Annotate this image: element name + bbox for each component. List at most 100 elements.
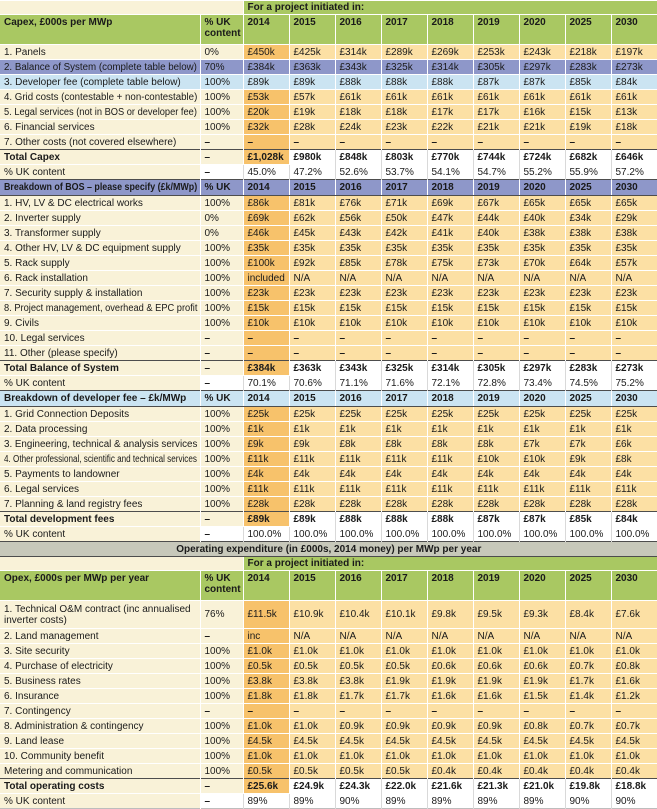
value-cell-2025: £1k — [565, 421, 612, 437]
uk-content-cell: 100% — [200, 688, 244, 704]
uk-content-cell: – — [200, 330, 244, 346]
value-cell-2017: 89% — [381, 793, 428, 809]
capex-row: 4. Grid costs (contestable + non-contest… — [0, 89, 657, 105]
bos-section-title: Breakdown of BOS – please specify (£k/MW… — [0, 179, 201, 196]
value-cell-2017: £1.0k — [381, 748, 428, 764]
value-cell-2015: £1k — [289, 421, 336, 437]
year-header-2018: 2018 — [427, 570, 474, 601]
value-cell-2025: 74.5% — [565, 375, 612, 391]
year-header-2014: 2014 — [243, 179, 290, 196]
row-label: 4. Other professional, scientific and te… — [0, 451, 201, 467]
bos-row: 8. Project management, overhead & EPC pr… — [0, 300, 657, 316]
year-header-2020: 2020 — [519, 14, 566, 45]
value-cell-2020: £15k — [519, 300, 566, 316]
value-cell-2014: £20k — [243, 104, 290, 120]
value-cell-2016: £343k — [335, 59, 382, 75]
value-cell-2018: £314k — [427, 59, 474, 75]
uk-content-cell: 100% — [200, 255, 244, 271]
row-label: Total Balance of System — [0, 360, 201, 376]
value-cell-2030: £4.5k — [611, 733, 657, 749]
value-cell-2014: 100.0% — [243, 526, 290, 542]
bos-row: 11. Other (please specify) – – – – – – – – – – — [0, 345, 657, 361]
devfee-section-title: Breakdown of developer fee – £k/MWp — [0, 390, 201, 407]
value-cell-2020: £1.0k — [519, 643, 566, 659]
devfee-row: Total development fees – £89k £89k £88k £88k £… — [0, 511, 657, 527]
value-cell-2014: £1.0k — [243, 643, 290, 659]
value-cell-2014: £4k — [243, 466, 290, 482]
value-cell-2019: £73k — [473, 255, 520, 271]
value-cell-2018: £8k — [427, 436, 474, 452]
value-cell-2015: £1.8k — [289, 688, 336, 704]
value-cell-2020: £0.8k — [519, 718, 566, 734]
value-cell-2030: £1.6k — [611, 673, 657, 689]
value-cell-2016: £343k — [335, 360, 382, 376]
capex-initiated-row: For a project initiated in: — [0, 0, 657, 15]
value-cell-2019: £40k — [473, 225, 520, 241]
value-cell-2015: – — [289, 703, 336, 719]
value-cell-2016: £15k — [335, 300, 382, 316]
value-cell-2014: £25.6k — [243, 778, 290, 794]
value-cell-2015: 70.6% — [289, 375, 336, 391]
value-cell-2014: £35k — [243, 240, 290, 256]
value-cell-2018: £314k — [427, 360, 474, 376]
value-cell-2014: £28k — [243, 496, 290, 512]
value-cell-2016: £76k — [335, 195, 382, 211]
value-cell-2017: £88k — [381, 74, 428, 90]
row-label: Total operating costs — [0, 778, 201, 794]
value-cell-2014: £53k — [243, 89, 290, 105]
value-cell-2015: £89k — [289, 511, 336, 527]
value-cell-2016: – — [335, 345, 382, 361]
value-cell-2020: £1.5k — [519, 688, 566, 704]
row-label: 1. HV, LV & DC electrical works — [0, 195, 201, 211]
value-cell-2020: £0.4k — [519, 763, 566, 779]
value-cell-2014: – — [243, 134, 290, 150]
uk-content-cell: 100% — [200, 451, 244, 467]
year-header-2020: 2020 — [519, 179, 566, 196]
value-cell-2016: – — [335, 703, 382, 719]
value-cell-2015: £425k — [289, 44, 336, 60]
year-header-2015: 2015 — [289, 14, 336, 45]
bos-row: 7. Security supply & installation 100% £23… — [0, 285, 657, 301]
value-cell-2020: £40k — [519, 210, 566, 226]
row-label: % UK content — [0, 375, 201, 391]
value-cell-2017: – — [381, 345, 428, 361]
value-cell-2017: £1.9k — [381, 673, 428, 689]
value-cell-2016: £1k — [335, 421, 382, 437]
value-cell-2015: £57k — [289, 89, 336, 105]
row-label: Total Capex — [0, 149, 201, 165]
value-cell-2014: £1.8k — [243, 688, 290, 704]
value-cell-2025: £85k — [565, 511, 612, 527]
value-cell-2020: £35k — [519, 240, 566, 256]
value-cell-2025: £682k — [565, 149, 612, 165]
value-cell-2016: £3.8k — [335, 673, 382, 689]
value-cell-2030: 100.0% — [611, 526, 657, 542]
value-cell-2018: N/A — [427, 270, 474, 286]
value-cell-2019: £23k — [473, 285, 520, 301]
value-cell-2017: £11k — [381, 481, 428, 497]
uk-content-cell: 70% — [200, 59, 244, 75]
value-cell-2025: £65k — [565, 195, 612, 211]
value-cell-2015: £28k — [289, 496, 336, 512]
value-cell-2016: £314k — [335, 44, 382, 60]
value-cell-2015: £1.0k — [289, 748, 336, 764]
value-cell-2025: £28k — [565, 496, 612, 512]
value-cell-2016: £0.5k — [335, 763, 382, 779]
value-cell-2015: N/A — [289, 270, 336, 286]
value-cell-2016: £85k — [335, 255, 382, 271]
value-cell-2017: £289k — [381, 44, 428, 60]
row-label: 4. Purchase of electricity — [0, 658, 201, 674]
value-cell-2015: £11k — [289, 481, 336, 497]
value-cell-2015: £89k — [289, 74, 336, 90]
uk-content-header: % UK content — [200, 14, 244, 45]
value-cell-2025: £9k — [565, 451, 612, 467]
value-cell-2020: £1.9k — [519, 673, 566, 689]
value-cell-2020: £38k — [519, 225, 566, 241]
value-cell-2019: £67k — [473, 195, 520, 211]
value-cell-2030: – — [611, 345, 657, 361]
value-cell-2030: £6k — [611, 436, 657, 452]
value-cell-2014: £0.5k — [243, 658, 290, 674]
year-header-2020: 2020 — [519, 390, 566, 407]
devfee-row: 6. Legal services 100% £11k £11k £11k £11k £11… — [0, 481, 657, 497]
value-cell-2014: £100k — [243, 255, 290, 271]
value-cell-2019: £1.9k — [473, 673, 520, 689]
